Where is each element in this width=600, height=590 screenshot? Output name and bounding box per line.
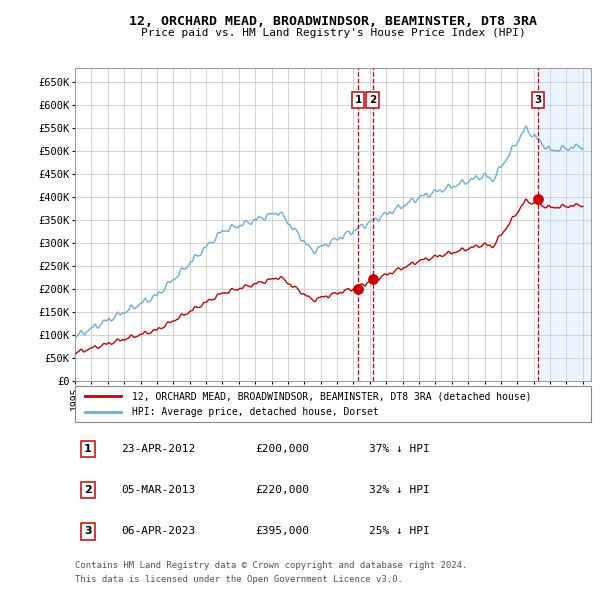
Text: 12, ORCHARD MEAD, BROADWINDSOR, BEAMINSTER, DT8 3RA: 12, ORCHARD MEAD, BROADWINDSOR, BEAMINST…	[129, 15, 537, 28]
Point	[368, 275, 377, 284]
Text: 1: 1	[84, 444, 92, 454]
Text: 12, ORCHARD MEAD, BROADWINDSOR, BEAMINSTER, DT8 3RA (detached house): 12, ORCHARD MEAD, BROADWINDSOR, BEAMINST…	[132, 391, 531, 401]
Text: £200,000: £200,000	[256, 444, 310, 454]
Text: £220,000: £220,000	[256, 486, 310, 495]
Text: 05-MAR-2013: 05-MAR-2013	[121, 486, 196, 495]
FancyBboxPatch shape	[75, 386, 591, 422]
Text: 25% ↓ HPI: 25% ↓ HPI	[369, 526, 430, 536]
Text: HPI: Average price, detached house, Dorset: HPI: Average price, detached house, Dors…	[132, 407, 379, 417]
Text: 2: 2	[84, 486, 92, 495]
Text: 3: 3	[535, 95, 542, 105]
Text: 37% ↓ HPI: 37% ↓ HPI	[369, 444, 430, 454]
Text: 23-APR-2012: 23-APR-2012	[121, 444, 196, 454]
Text: 1: 1	[355, 95, 362, 105]
Text: 3: 3	[84, 526, 92, 536]
Text: 2: 2	[369, 95, 376, 105]
Point	[353, 284, 363, 293]
Point	[533, 194, 543, 204]
Text: Contains HM Land Registry data © Crown copyright and database right 2024.: Contains HM Land Registry data © Crown c…	[75, 560, 467, 569]
Text: 32% ↓ HPI: 32% ↓ HPI	[369, 486, 430, 495]
Text: Price paid vs. HM Land Registry's House Price Index (HPI): Price paid vs. HM Land Registry's House …	[140, 28, 526, 38]
Text: 06-APR-2023: 06-APR-2023	[121, 526, 196, 536]
Text: This data is licensed under the Open Government Licence v3.0.: This data is licensed under the Open Gov…	[75, 575, 403, 584]
Text: £395,000: £395,000	[256, 526, 310, 536]
Bar	[538, 68, 591, 381]
